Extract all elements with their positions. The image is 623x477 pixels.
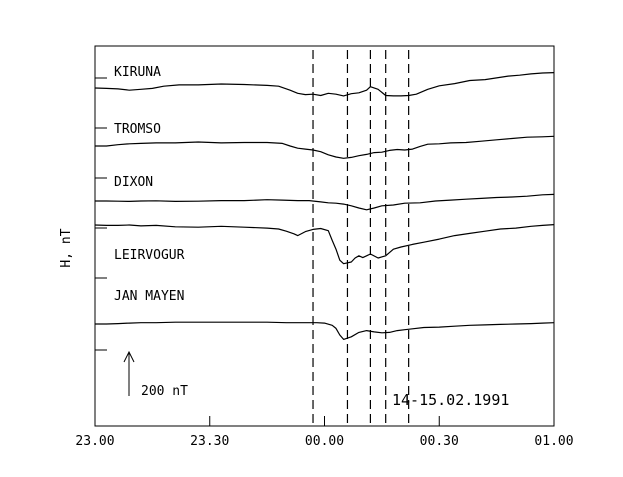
series-line-kiruna: [94, 72, 555, 97]
x-tick-label: 00.00: [305, 434, 344, 449]
x-tick-label: 23.30: [190, 434, 229, 449]
series-line-leirvogur: [94, 224, 555, 265]
x-axis: 23.00 23.30 00.00 00.30 01.00: [75, 416, 574, 449]
station-label: KIRUNA: [114, 65, 161, 80]
station-label: LEIRVOGUR: [114, 248, 185, 263]
station-label: JAN MAYEN: [114, 289, 184, 304]
y-axis-label: H, nT: [59, 228, 74, 267]
plot-frame: [94, 45, 555, 427]
series-line-jan-mayen: [95, 321, 555, 340]
scale-label: 200 nT: [141, 384, 188, 399]
x-tick-label: 23.00: [75, 434, 114, 449]
x-tick-label: 01.00: [534, 434, 573, 449]
x-tick-label: 00.30: [420, 434, 459, 449]
scale-bar: 200 nT: [123, 350, 188, 399]
series-line-dixon: [95, 193, 555, 211]
series-group: [94, 72, 555, 340]
station-labels: KIRUNA TROMSO DIXON LEIRVOGUR JAN MAYEN: [114, 65, 185, 304]
y-tick-marks: [95, 77, 107, 351]
station-label: TROMSO: [114, 122, 161, 137]
date-label: 14-15.02.1991: [392, 391, 509, 409]
scale-arrow-head: [123, 350, 135, 363]
station-label: DIXON: [114, 175, 153, 190]
event-lines: [312, 50, 410, 426]
series-line-tromso: [95, 135, 555, 159]
